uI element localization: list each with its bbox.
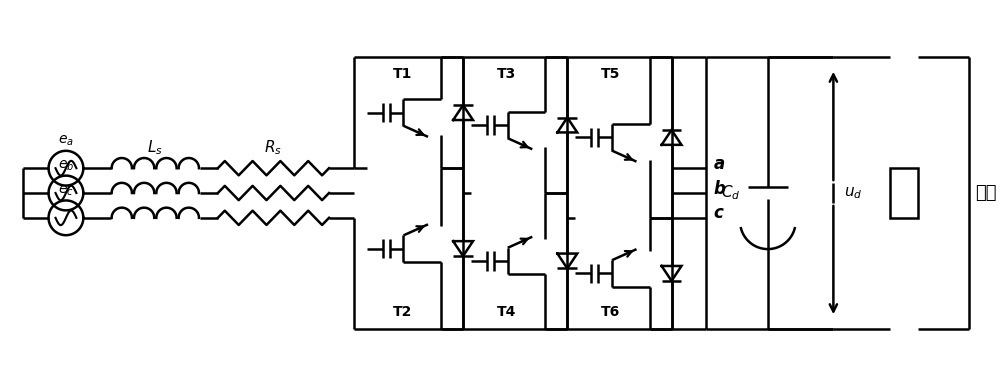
Text: T4: T4: [497, 305, 516, 319]
Text: $L_s$: $L_s$: [147, 138, 163, 157]
Text: T6: T6: [601, 305, 621, 319]
Text: $e_b$: $e_b$: [58, 159, 74, 173]
Text: $\boldsymbol{c}$: $\boldsymbol{c}$: [713, 205, 725, 222]
Bar: [890, 168, 918, 218]
Text: T5: T5: [601, 67, 621, 81]
Text: T1: T1: [393, 67, 412, 81]
Text: T2: T2: [393, 305, 412, 319]
Text: $C_d$: $C_d$: [721, 184, 740, 202]
Text: $e_c$: $e_c$: [58, 184, 74, 198]
Text: $\boldsymbol{a}$: $\boldsymbol{a}$: [713, 156, 725, 173]
Text: T3: T3: [497, 67, 516, 81]
Text: $u_d$: $u_d$: [844, 185, 863, 201]
Text: $\boldsymbol{b}$: $\boldsymbol{b}$: [713, 180, 727, 198]
Text: $e_a$: $e_a$: [58, 134, 74, 148]
Text: $R_s$: $R_s$: [264, 138, 282, 157]
Text: 负载: 负载: [975, 184, 997, 202]
